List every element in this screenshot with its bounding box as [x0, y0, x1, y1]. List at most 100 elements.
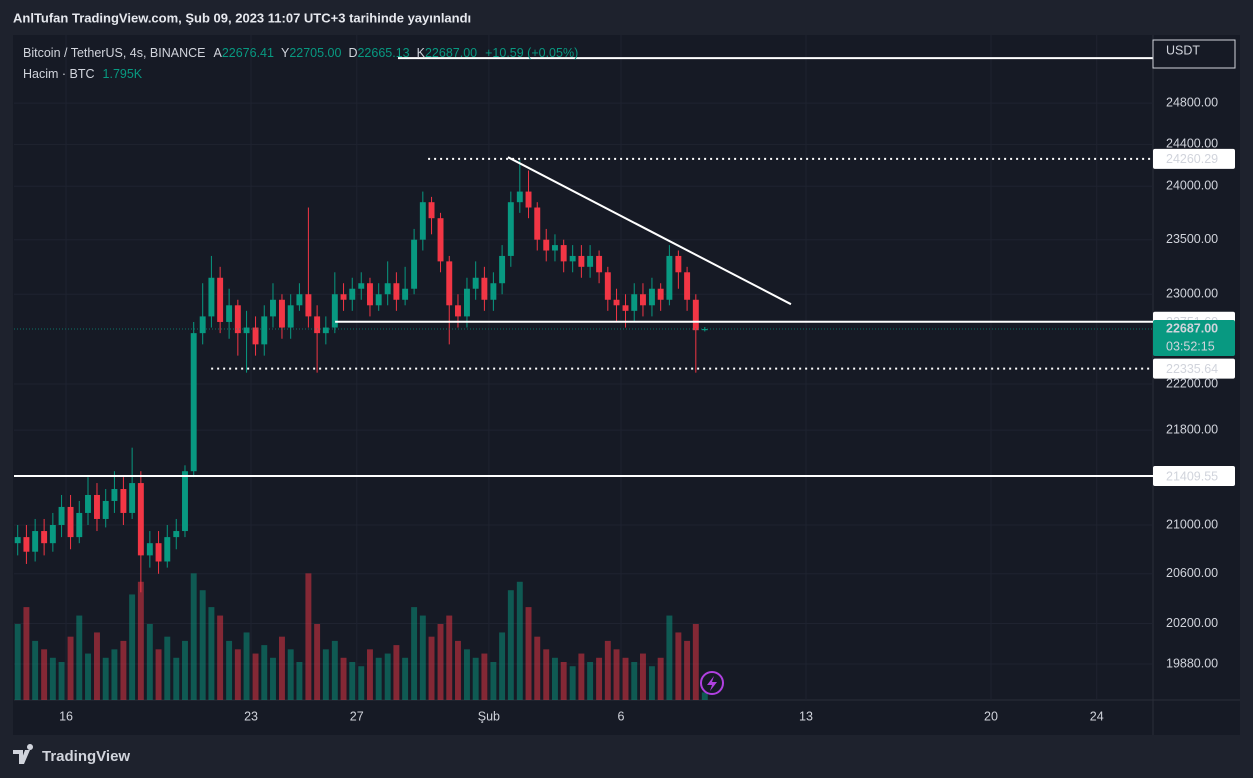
- chart-panel: [13, 35, 1240, 735]
- candle-body: [684, 272, 691, 300]
- volume-bar: [129, 594, 136, 700]
- trendline: [507, 156, 792, 306]
- volume-bar: [701, 692, 708, 700]
- volume-bar: [587, 662, 594, 700]
- candle-body: [701, 328, 708, 331]
- y-tick-label: 24800.00: [1166, 95, 1218, 109]
- candle-body: [639, 294, 646, 306]
- volume-bar: [85, 653, 91, 700]
- candle-body: [314, 316, 321, 334]
- candle-body: [279, 299, 285, 328]
- level-label-box: [1153, 358, 1235, 379]
- volume-bar: [631, 662, 638, 700]
- candle-body: [367, 283, 373, 306]
- candle-body: [296, 294, 303, 306]
- volume-bar: [684, 640, 691, 700]
- candle-body: [226, 305, 233, 322]
- candle-body: [675, 255, 682, 273]
- candle-body: [596, 255, 603, 273]
- candle-body: [14, 537, 21, 544]
- volume-bar: [560, 662, 567, 700]
- volume-bar: [472, 657, 479, 700]
- volume-bar: [67, 636, 74, 700]
- volume-bar: [182, 640, 188, 700]
- y-tick-label: 24000.00: [1166, 179, 1218, 193]
- volume-bar: [534, 636, 541, 700]
- y-tick-label: 20200.00: [1166, 616, 1218, 630]
- ohlc-key: Y: [281, 46, 290, 60]
- candle-body: [49, 524, 56, 544]
- volume-bar: [375, 657, 382, 700]
- candle-body: [437, 218, 444, 262]
- ohlc-key: K: [417, 46, 426, 60]
- volume-bar: [455, 640, 461, 700]
- candle-body: [428, 202, 435, 219]
- volume-bar: [692, 624, 699, 700]
- volume-bar: [604, 640, 611, 700]
- volume-value: 1.795K: [103, 67, 143, 81]
- volume-bar: [393, 645, 400, 700]
- volume-bar: [613, 649, 620, 700]
- legend-volume: Hacim · BTC 1.795K: [23, 67, 143, 81]
- x-tick-label: 6: [618, 709, 625, 723]
- candle-body: [490, 283, 497, 300]
- candle-body: [340, 294, 347, 300]
- ohlc-value: 22676.41: [222, 46, 274, 60]
- volume-bar: [76, 615, 83, 700]
- y-tick-label: 21800.00: [1166, 422, 1218, 436]
- volume-bar: [543, 649, 550, 700]
- candle-body: [499, 255, 506, 284]
- candle-body: [551, 245, 558, 251]
- candle-body: [419, 202, 426, 240]
- candle-body: [613, 299, 620, 306]
- x-tick-label: 24: [1090, 709, 1104, 723]
- candle-body: [648, 288, 655, 306]
- y-tick-label: 19880.00: [1166, 656, 1218, 670]
- volume-bar: [525, 607, 532, 700]
- published-note: AnlTufan TradingView.com, Şub 09, 2023 1…: [13, 10, 471, 25]
- volume-bar: [32, 640, 39, 700]
- candle-body: [76, 512, 83, 538]
- candle-body: [41, 531, 48, 544]
- candle-body: [23, 537, 30, 552]
- volume-bar: [358, 666, 365, 700]
- volume-bar: [164, 636, 171, 700]
- level-label-box: [1153, 466, 1235, 487]
- candle-body: [657, 288, 664, 300]
- level-label-box: [1153, 148, 1235, 169]
- candle-body: [164, 537, 171, 562]
- candle-body: [270, 299, 276, 317]
- volume-bar: [499, 632, 506, 700]
- legend-ohlc: Bitcoin / TetherUS, 4s, BINANCE A22676.41…: [23, 46, 578, 60]
- candle-body: [67, 506, 74, 538]
- candle-body: [137, 483, 144, 556]
- candle-body: [666, 255, 673, 300]
- candle-body: [384, 283, 391, 295]
- volume-bar: [14, 624, 21, 700]
- volume-bar: [419, 615, 426, 700]
- candle-body: [604, 272, 611, 300]
- volume-bar: [243, 632, 250, 700]
- candle-body: [393, 283, 400, 300]
- volume-bar: [226, 640, 233, 700]
- volume-bar: [490, 662, 497, 700]
- change: +10.59 (+0.05%): [485, 46, 578, 60]
- volume-bar: [146, 624, 153, 700]
- volume-bar: [578, 653, 585, 700]
- y-tick-label: 21000.00: [1166, 517, 1218, 531]
- volume-bar: [596, 657, 603, 700]
- volume-bar: [23, 607, 30, 700]
- volume-bar: [261, 645, 268, 700]
- candle-body: [622, 305, 629, 311]
- x-tick-label: 16: [59, 709, 73, 723]
- symbol: Bitcoin / TetherUS, 4s, BINANCE: [23, 46, 205, 60]
- candle-body: [692, 299, 699, 331]
- last-price-label: 22687.00: [1166, 321, 1218, 335]
- ohlc-value: 22687.00: [425, 46, 477, 60]
- volume-bar: [349, 662, 356, 700]
- watermark-icon: [700, 671, 724, 695]
- volume-bar: [428, 636, 435, 700]
- level-label: 21409.55: [1166, 469, 1218, 483]
- x-tick-label: Şub: [478, 709, 500, 723]
